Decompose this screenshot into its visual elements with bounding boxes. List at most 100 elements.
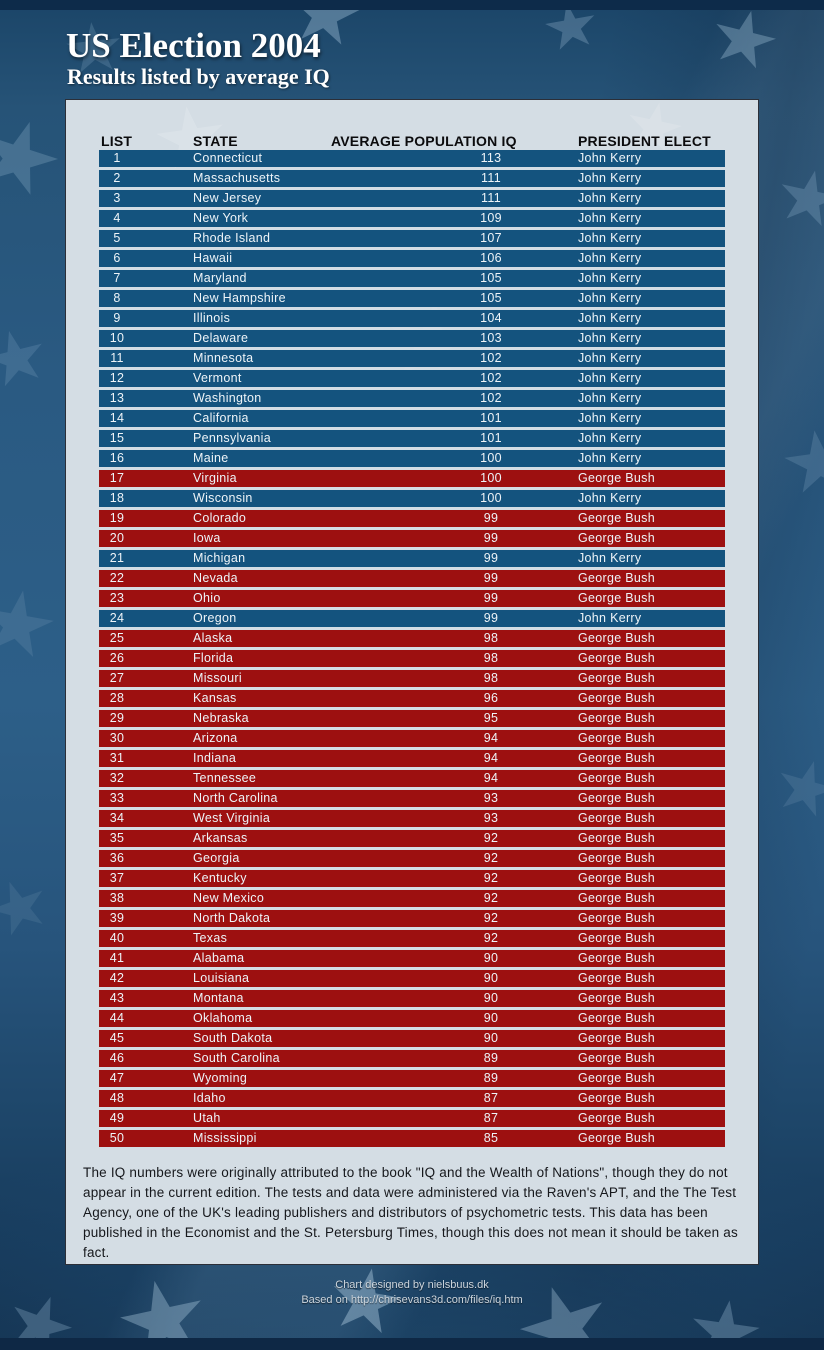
table-row: 5 Rhode Island 107 John Kerry — [99, 230, 725, 247]
cell-average-iq: 102 — [480, 351, 502, 365]
column-header-state: STATE — [193, 133, 238, 149]
table-row: 48 Idaho 87 George Bush — [99, 1090, 725, 1107]
cell-average-iq: 89 — [483, 1051, 499, 1065]
cell-state-name: Oklahoma — [193, 1011, 253, 1025]
cell-state-name: Hawaii — [193, 251, 233, 265]
cell-state-name: Alaska — [193, 631, 233, 645]
cell-average-iq: 103 — [480, 331, 502, 345]
cell-president-elect: George Bush — [578, 731, 655, 745]
cell-state-name: Pennsylvania — [193, 431, 271, 445]
cell-state-name: Iowa — [193, 531, 221, 545]
cell-president-elect: John Kerry — [578, 251, 642, 265]
cell-list-number: 21 — [109, 551, 125, 565]
cell-average-iq: 96 — [483, 691, 499, 705]
cell-state-name: Ohio — [193, 591, 221, 605]
cell-average-iq: 102 — [480, 371, 502, 385]
cell-state-name: New Jersey — [193, 191, 262, 205]
cell-average-iq: 109 — [480, 211, 502, 225]
cell-average-iq: 105 — [480, 271, 502, 285]
table-row: 26 Florida 98 George Bush — [99, 650, 725, 667]
cell-state-name: North Dakota — [193, 911, 271, 925]
cell-president-elect: George Bush — [578, 471, 655, 485]
cell-list-number: 15 — [109, 431, 125, 445]
table-row: 15 Pennsylvania 101 John Kerry — [99, 430, 725, 447]
cell-list-number: 22 — [109, 571, 125, 585]
cell-average-iq: 100 — [480, 451, 502, 465]
cell-president-elect: George Bush — [578, 591, 655, 605]
cell-average-iq: 99 — [483, 611, 499, 625]
cell-state-name: Kentucky — [193, 871, 247, 885]
cell-president-elect: George Bush — [578, 651, 655, 665]
cell-state-name: Illinois — [193, 311, 231, 325]
table-row: 45 South Dakota 90 George Bush — [99, 1030, 725, 1047]
table-row: 38 New Mexico 92 George Bush — [99, 890, 725, 907]
cell-average-iq: 99 — [483, 571, 499, 585]
cell-state-name: Mississippi — [193, 1131, 257, 1145]
cell-average-iq: 94 — [483, 771, 499, 785]
table-row: 16 Maine 100 John Kerry — [99, 450, 725, 467]
cell-president-elect: George Bush — [578, 1031, 655, 1045]
footnote-text: The IQ numbers were originally attribute… — [83, 1165, 738, 1260]
cell-president-elect: John Kerry — [578, 191, 642, 205]
cell-state-name: Vermont — [193, 371, 242, 385]
table-row: 30 Arizona 94 George Bush — [99, 730, 725, 747]
cell-average-iq: 106 — [480, 251, 502, 265]
cell-average-iq: 105 — [480, 291, 502, 305]
cell-state-name: West Virginia — [193, 811, 271, 825]
cell-state-name: Nevada — [193, 571, 238, 585]
cell-average-iq: 98 — [483, 671, 499, 685]
cell-average-iq: 101 — [480, 431, 502, 445]
cell-average-iq: 94 — [483, 731, 499, 745]
cell-state-name: Louisiana — [193, 971, 250, 985]
cell-average-iq: 92 — [483, 891, 499, 905]
cell-list-number: 50 — [109, 1131, 125, 1145]
cell-state-name: New Hampshire — [193, 291, 286, 305]
table-row: 6 Hawaii 106 John Kerry — [99, 250, 725, 267]
table-row: 41 Alabama 90 George Bush — [99, 950, 725, 967]
cell-president-elect: George Bush — [578, 1111, 655, 1125]
cell-president-elect: George Bush — [578, 891, 655, 905]
table-row: 4 New York 109 John Kerry — [99, 210, 725, 227]
cell-state-name: Montana — [193, 991, 244, 1005]
cell-average-iq: 90 — [483, 971, 499, 985]
cell-president-elect: George Bush — [578, 851, 655, 865]
table-row: 44 Oklahoma 90 George Bush — [99, 1010, 725, 1027]
cell-average-iq: 90 — [483, 1031, 499, 1045]
cell-president-elect: George Bush — [578, 771, 655, 785]
table-row: 49 Utah 87 George Bush — [99, 1110, 725, 1127]
cell-state-name: New York — [193, 211, 249, 225]
flag-star-icon — [0, 324, 52, 395]
credit-source: Based on http://chrisevans3d.com/files/i… — [301, 1294, 523, 1306]
table-row: 8 New Hampshire 105 John Kerry — [99, 290, 725, 307]
table-row: 18 Wisconsin 100 John Kerry — [99, 490, 725, 507]
cell-list-number: 35 — [109, 831, 125, 845]
cell-president-elect: George Bush — [578, 631, 655, 645]
cell-list-number: 14 — [109, 411, 125, 425]
flag-star-icon — [769, 753, 824, 825]
credit-designer: Chart designed by nielsbuus.dk — [335, 1279, 489, 1291]
cell-list-number: 23 — [109, 591, 125, 605]
cell-president-elect: George Bush — [578, 571, 655, 585]
cell-average-iq: 87 — [483, 1111, 499, 1125]
bottom-border-strip — [0, 1338, 824, 1350]
cell-average-iq: 113 — [480, 151, 502, 165]
cell-president-elect: John Kerry — [578, 231, 642, 245]
cell-state-name: Virginia — [193, 471, 237, 485]
cell-average-iq: 90 — [483, 991, 499, 1005]
cell-average-iq: 99 — [483, 591, 499, 605]
cell-president-elect: George Bush — [578, 511, 655, 525]
table-row: 32 Tennessee 94 George Bush — [99, 770, 725, 787]
cell-president-elect: John Kerry — [578, 431, 642, 445]
table-header-row: LIST STATE AVERAGE POPULATION IQ PRESIDE… — [99, 133, 725, 149]
cell-list-number: 45 — [109, 1031, 125, 1045]
table-row: 34 West Virginia 93 George Bush — [99, 810, 725, 827]
table-row: 29 Nebraska 95 George Bush — [99, 710, 725, 727]
cell-list-number: 34 — [109, 811, 125, 825]
table-row: 43 Montana 90 George Bush — [99, 990, 725, 1007]
cell-list-number: 30 — [109, 731, 125, 745]
cell-state-name: Delaware — [193, 331, 249, 345]
cell-president-elect: George Bush — [578, 531, 655, 545]
cell-list-number: 2 — [113, 171, 121, 185]
cell-average-iq: 92 — [483, 931, 499, 945]
cell-average-iq: 93 — [483, 811, 499, 825]
